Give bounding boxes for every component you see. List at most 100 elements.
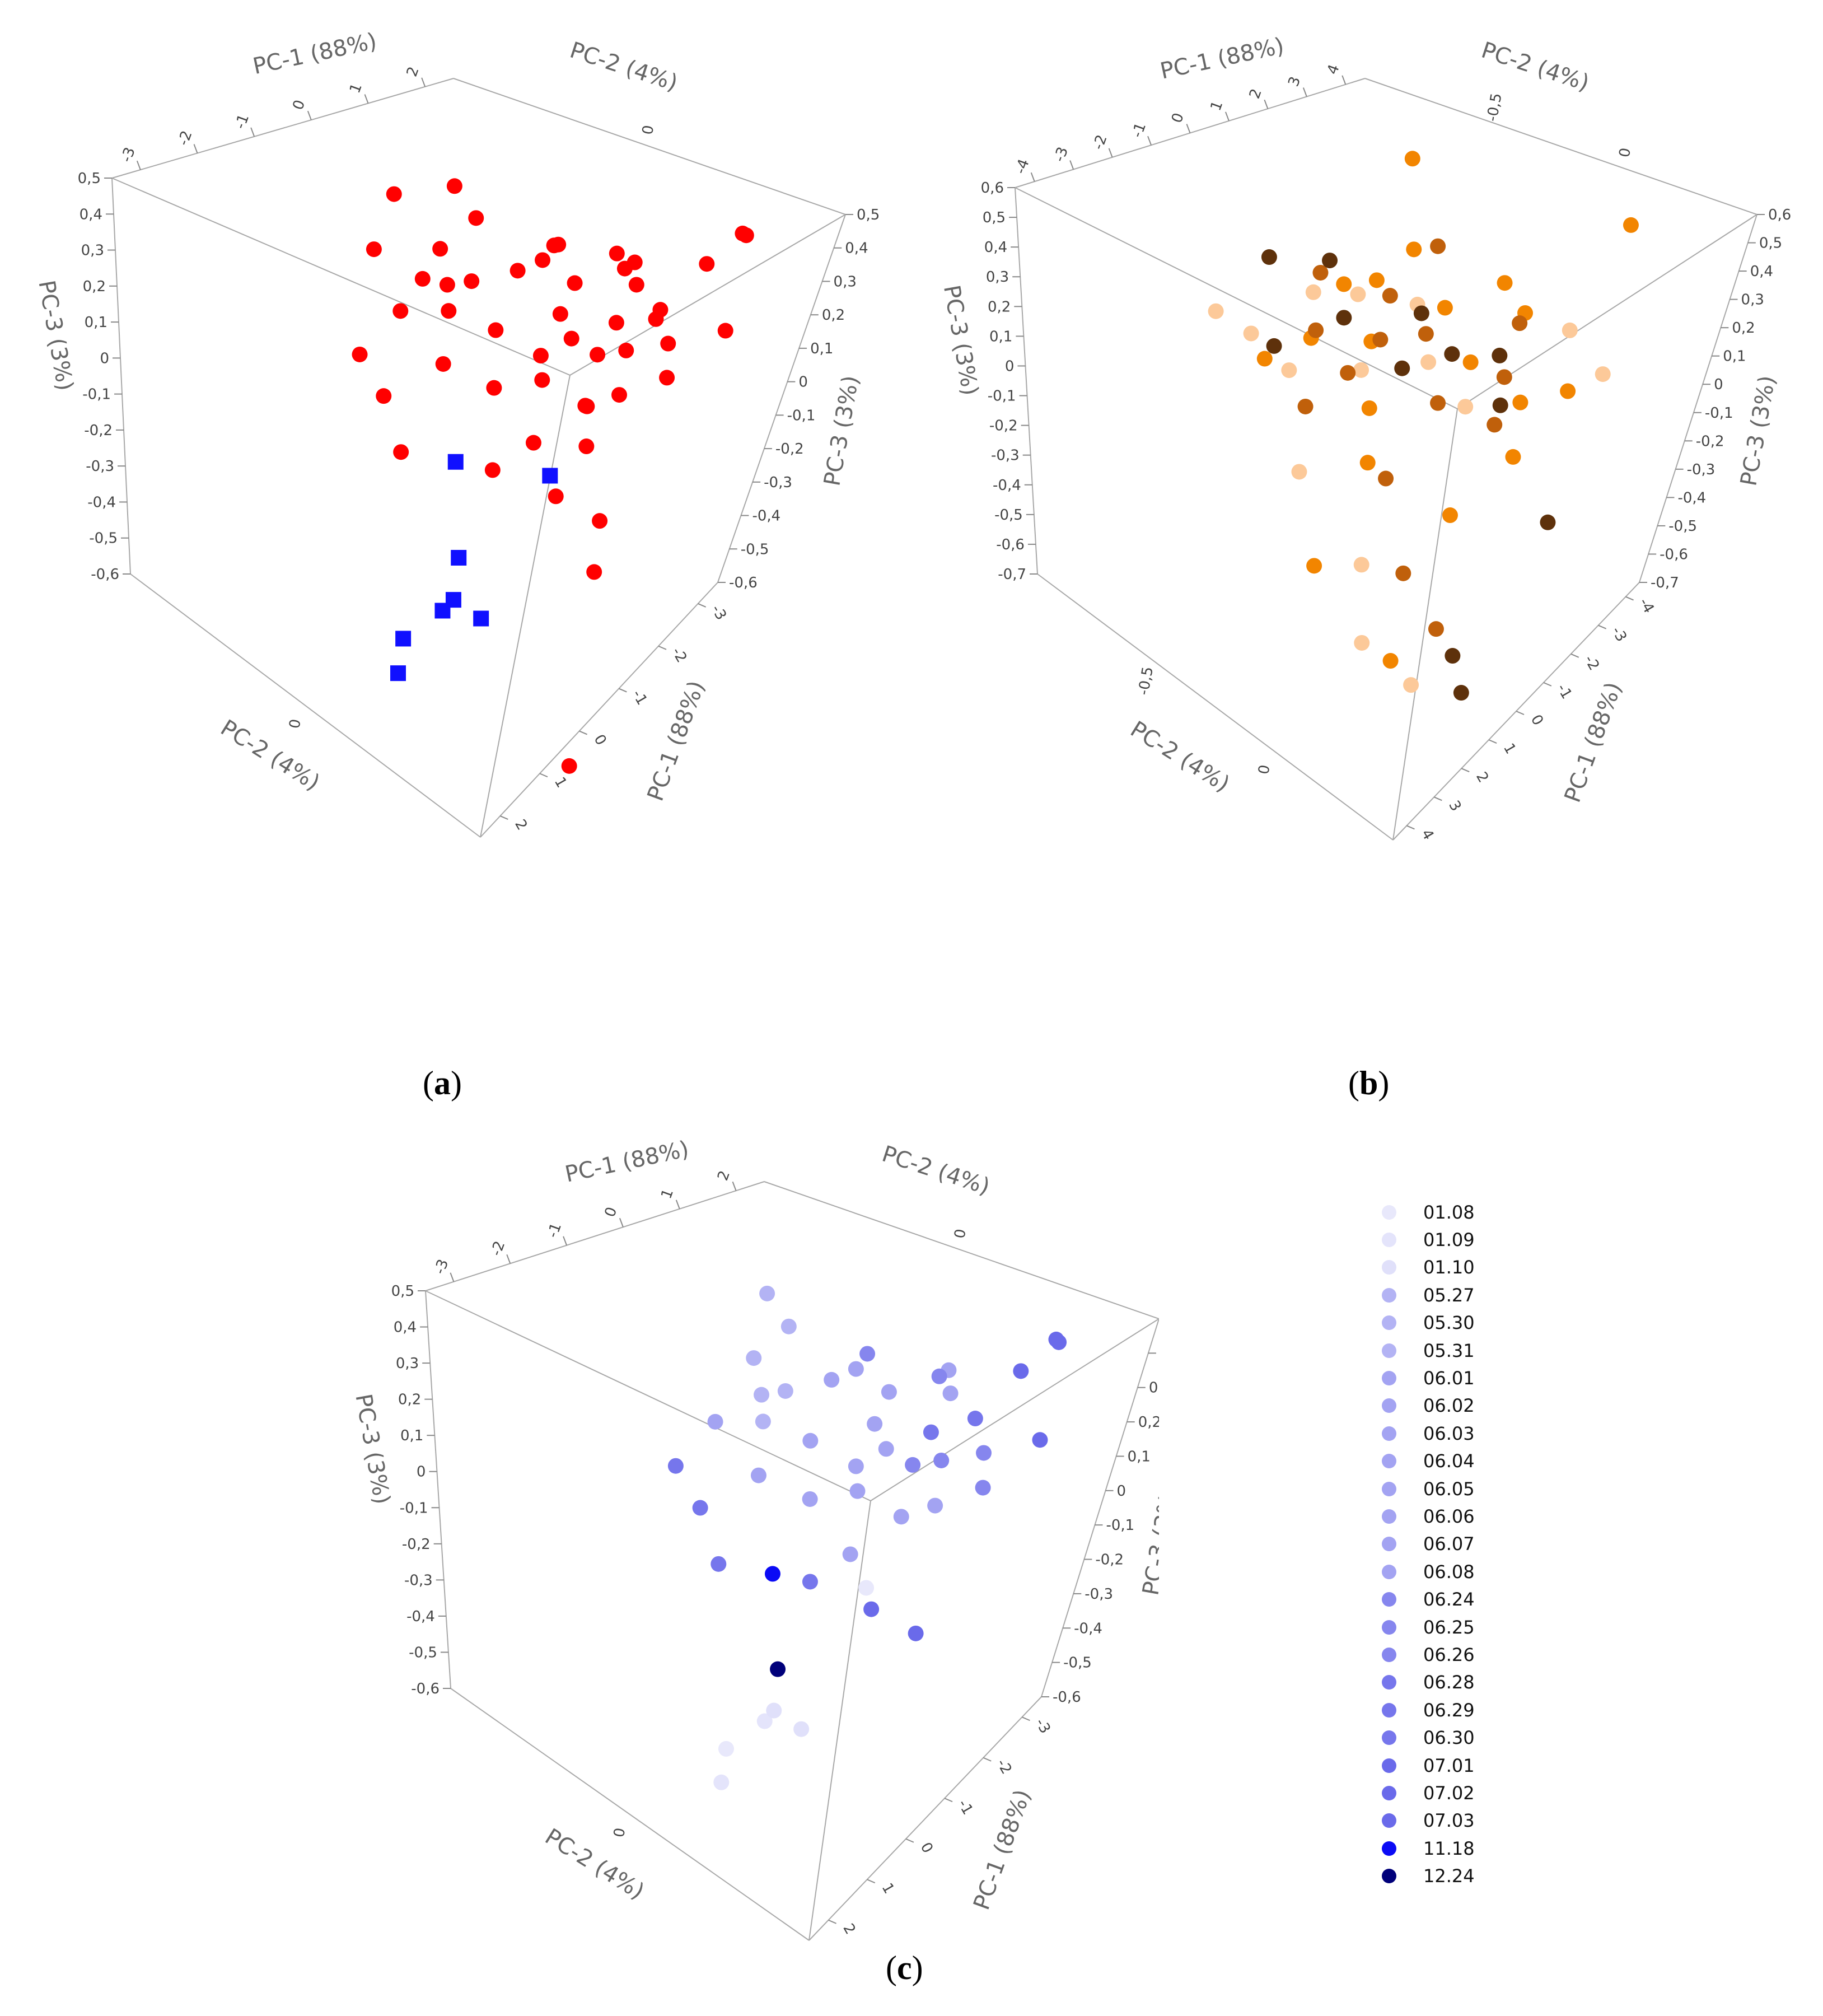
legend-marker-c-8 (1382, 1426, 1396, 1441)
box-edge-a-0 (111, 78, 454, 179)
point-b-0-12 (1354, 634, 1370, 651)
x-tick-label-top-a-5: 2 (404, 64, 423, 79)
box-edge-c-6 (1041, 1318, 1159, 1697)
point-b-1-6 (1336, 276, 1352, 292)
legend-item-c-11: 06.06 (1377, 1502, 1612, 1530)
point-b-0-6 (1420, 354, 1437, 370)
x-tick-label-top-a-4: 1 (347, 81, 366, 96)
z-tick-label-left-b-9: -0,3 (991, 447, 1020, 464)
point-a-1-7 (432, 241, 448, 257)
point-b-2-7 (1430, 395, 1446, 411)
z-tick-label-right-c-5: 0 (1117, 1483, 1126, 1500)
point-b-2-14 (1487, 417, 1503, 433)
point-c-19-1 (710, 1556, 727, 1572)
legend-label-c-1: 01.09 (1423, 1229, 1475, 1251)
x-tick-top-c-5 (732, 1181, 737, 1191)
z-tick-label-right-a-0: 0,5 (857, 207, 880, 223)
point-b-2-8 (1340, 365, 1356, 381)
legend-marker-c-13 (1382, 1564, 1396, 1579)
z-tick-label-right-b-1: 0,5 (1759, 235, 1782, 252)
x-tick-label-bottom-c-2: -1 (955, 1797, 976, 1818)
x-tick-label-bottom-c-0: -3 (1032, 1716, 1054, 1737)
x-axis-title-bottom-a: PC-1 (88%) (643, 678, 710, 805)
y-axis-title-top-c: PC-2 (4%) (879, 1141, 993, 1200)
legend-item-c-5: 05.31 (1377, 1337, 1612, 1364)
y-tick-label-bottom-a-0: 0 (286, 718, 304, 730)
legend-item-c-1: 01.09 (1377, 1226, 1612, 1253)
x-tick-top-c-0 (450, 1272, 455, 1282)
z-tick-label-right-b-13: -0,7 (1651, 575, 1679, 591)
point-a-1-29 (352, 346, 368, 362)
z-tick-label-left-c-3: 0,2 (398, 1392, 421, 1408)
x-tick-label-bottom-b-1: -3 (1608, 624, 1630, 645)
point-a-1-20 (590, 347, 606, 363)
point-b-1-15 (1442, 507, 1458, 524)
y-tick-label-top-c-0: 0 (951, 1228, 969, 1240)
point-b-3-2 (1413, 305, 1429, 321)
z-tick-label-left-c-9: -0,4 (406, 1608, 435, 1625)
point-c-2-1 (793, 1721, 810, 1737)
point-a-1-42 (386, 186, 402, 202)
point-c-3-0 (759, 1285, 775, 1301)
point-a-1-16 (563, 330, 579, 347)
point-c-1-1 (713, 1774, 730, 1790)
point-a-1-23 (659, 370, 675, 386)
box-edge-b-4 (1015, 187, 1038, 575)
y-axis-title-bottom-b: PC-2 (4%) (1126, 716, 1234, 797)
point-a-1-17 (618, 342, 634, 358)
legend-marker-c-18 (1382, 1702, 1396, 1718)
x-tick-bottom-a-3 (579, 730, 588, 735)
z-tick-label-left-a-0: 0,5 (78, 170, 101, 187)
point-c-4-0 (780, 1318, 797, 1334)
z-tick-label-left-b-13: -0,7 (998, 566, 1026, 583)
point-a-1-8 (509, 263, 526, 279)
point-b-2-11 (1395, 565, 1411, 581)
point-b-0-10 (1291, 464, 1307, 480)
z-tick-label-left-a-3: 0,2 (83, 278, 106, 295)
point-a-1-10 (567, 275, 583, 291)
z-tick-label-right-b-7: -0,1 (1705, 405, 1733, 422)
legend-marker-c-3 (1382, 1287, 1396, 1303)
legend-item-c-13: 06.08 (1377, 1558, 1612, 1585)
point-b-1-17 (1382, 653, 1399, 669)
point-b-0-7 (1562, 322, 1578, 338)
box-edge-b-6 (1639, 214, 1757, 583)
legend-marker-c-11 (1382, 1509, 1396, 1524)
z-tick-label-left-a-11: -0,6 (91, 566, 119, 583)
point-a-1-46 (609, 245, 625, 262)
legend-marker-c-24 (1382, 1869, 1396, 1884)
point-b-3-3 (1444, 346, 1460, 362)
box-edge-c-0 (425, 1181, 765, 1291)
legend-label-c-5: 05.31 (1423, 1340, 1475, 1361)
point-c-0-1 (718, 1740, 734, 1757)
z-tick-label-right-b-10: -0,4 (1677, 489, 1706, 506)
y-tick-label-bottom-b-0: -0,5 (1135, 665, 1157, 696)
point-c-9-1 (849, 1483, 866, 1499)
point-b-2-4 (1418, 326, 1434, 342)
point-c-17-0 (967, 1411, 983, 1427)
point-c-21-0 (1051, 1334, 1067, 1350)
legend-item-c-18: 06.29 (1377, 1696, 1612, 1724)
z-tick-label-left-c-6: -0,1 (400, 1500, 428, 1516)
x-tick-top-c-4 (675, 1200, 680, 1210)
point-b-1-10 (1512, 394, 1528, 410)
x-tick-label-bottom-c-3: 0 (917, 1840, 936, 1856)
box-edge-a-2 (111, 178, 571, 376)
legend-item-c-20: 07.01 (1377, 1752, 1612, 1779)
box-edge-a-6 (717, 214, 846, 583)
x-axis-title-top-c: PC-1 (88%) (563, 1136, 691, 1188)
legend-item-c-14: 06.24 (1377, 1585, 1612, 1613)
point-a-1-47 (648, 311, 664, 327)
y-axis-title-bottom-c: PC-2 (4%) (540, 1824, 648, 1905)
point-c-7-1 (878, 1441, 894, 1457)
z-tick-label-right-b-0: 0,6 (1768, 207, 1791, 223)
caption-a: (a) (423, 1065, 462, 1102)
legend-item-c-4: 05.30 (1377, 1309, 1612, 1337)
legend-marker-c-16 (1382, 1647, 1396, 1662)
point-c-8-0 (802, 1432, 819, 1449)
point-c-18-0 (667, 1458, 684, 1474)
z-tick-label-left-a-2: 0,3 (81, 242, 104, 259)
x-tick-top-b-3 (1147, 136, 1152, 146)
x-axis-title-top-a: PC-1 (88%) (251, 28, 379, 80)
legend-marker-c-4 (1382, 1315, 1396, 1331)
